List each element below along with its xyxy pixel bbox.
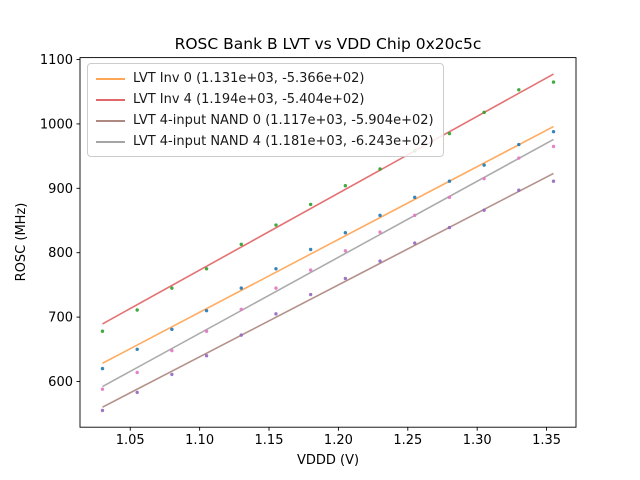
legend-entry: LVT Inv 4 (1.194e+03, -5.404e+02) xyxy=(96,89,434,110)
x-axis-label: VDDD (V) xyxy=(297,453,359,468)
y-tick-label: 1000 xyxy=(40,117,73,132)
axes-frame xyxy=(79,57,577,428)
data-point-series-0 xyxy=(239,286,243,290)
fit-line-0 xyxy=(102,125,554,364)
data-point-series-1 xyxy=(343,184,348,188)
legend-line-swatch xyxy=(96,119,125,122)
data-point-series-3 xyxy=(204,329,209,333)
data-point-series-2 xyxy=(204,354,209,358)
series-layer xyxy=(100,73,556,413)
legend-label: LVT 4-input NAND 0 (1.117e+03, -5.904e+0… xyxy=(133,113,434,128)
legend-line-swatch xyxy=(96,140,125,143)
data-point-series-3 xyxy=(413,213,417,218)
y-axis-label: ROSC (MHz) xyxy=(14,203,29,282)
data-point-series-2 xyxy=(170,372,174,377)
data-point-series-0 xyxy=(413,195,417,200)
data-point-series-0 xyxy=(204,308,209,313)
data-point-series-2 xyxy=(274,312,278,316)
legend-entry: LVT 4-input NAND 4 (1.181e+03, -6.243e+0… xyxy=(96,131,434,152)
fit-line-1 xyxy=(102,73,554,325)
axes-layer: 1.05 1.10 1.15 1.20 1.25 1.30 1.35 600 700 800 900… xyxy=(40,53,577,448)
data-point-series-1 xyxy=(378,167,382,171)
data-point-series-1 xyxy=(170,286,174,290)
legend: LVT Inv 0 (1.131e+03, -5.366e+02) LVT Inv… xyxy=(87,63,444,157)
y-tick-label: 800 xyxy=(48,246,73,261)
data-point-series-1 xyxy=(447,131,452,136)
data-point-series-2 xyxy=(135,390,139,395)
data-point-series-1 xyxy=(551,80,556,84)
data-point-series-3 xyxy=(239,307,243,312)
legend-entry: LVT 4-input NAND 0 (1.117e+03, -5.904e+0… xyxy=(96,110,434,131)
x-tick-label: 1.15 xyxy=(255,433,284,448)
fit-line-2 xyxy=(102,172,554,408)
y-tick-label: 900 xyxy=(48,182,73,197)
data-point-series-1 xyxy=(517,88,521,92)
data-point-series-3 xyxy=(378,230,382,234)
data-point-series-0 xyxy=(100,366,105,371)
legend-entry: LVT Inv 0 (1.131e+03, -5.366e+02) xyxy=(96,68,434,89)
data-point-series-2 xyxy=(413,241,417,245)
data-point-series-0 xyxy=(274,267,278,271)
data-point-series-0 xyxy=(308,247,313,252)
data-point-series-3 xyxy=(517,156,521,160)
data-point-series-0 xyxy=(551,129,556,134)
data-point-series-3 xyxy=(551,144,556,149)
data-point-series-0 xyxy=(378,213,382,218)
data-point-series-0 xyxy=(517,142,521,147)
x-tick-label: 1.10 xyxy=(185,433,214,448)
x-tick-label: 1.05 xyxy=(116,433,145,448)
x-tick-label: 1.35 xyxy=(532,433,561,448)
data-point-series-2 xyxy=(517,188,521,192)
y-tick-label: 600 xyxy=(48,375,73,390)
legend-label: LVT Inv 0 (1.131e+03, -5.366e+02) xyxy=(133,71,365,86)
data-point-series-3 xyxy=(482,176,486,181)
legend-label: LVT 4-input NAND 4 (1.181e+03, -6.243e+0… xyxy=(133,134,434,149)
data-point-series-2 xyxy=(378,259,382,263)
data-point-series-2 xyxy=(343,276,348,281)
data-point-series-3 xyxy=(170,348,174,353)
data-point-series-3 xyxy=(447,195,452,200)
data-point-series-2 xyxy=(551,179,556,183)
data-point-series-2 xyxy=(447,225,452,230)
data-point-series-3 xyxy=(274,286,278,290)
data-point-series-0 xyxy=(447,179,452,183)
fit-line-3 xyxy=(102,138,554,388)
data-point-series-1 xyxy=(274,223,278,227)
legend-line-swatch xyxy=(96,77,125,80)
x-tick-label: 1.30 xyxy=(463,433,492,448)
data-point-series-1 xyxy=(482,110,486,115)
data-point-series-2 xyxy=(239,333,243,337)
x-tick-label: 1.25 xyxy=(393,433,422,448)
data-point-series-1 xyxy=(204,267,209,271)
y-tick-label: 700 xyxy=(48,311,73,326)
y-tick-label: 1100 xyxy=(40,53,73,68)
data-point-series-0 xyxy=(482,163,486,167)
data-point-series-1 xyxy=(100,329,105,333)
data-point-series-3 xyxy=(135,370,139,375)
chart-title: ROSC Bank B LVT vs VDD Chip 0x20c5c xyxy=(175,35,482,53)
data-point-series-3 xyxy=(343,249,348,253)
data-point-series-2 xyxy=(308,292,313,297)
data-point-series-1 xyxy=(239,242,243,247)
data-point-series-3 xyxy=(100,387,105,391)
legend-label: LVT Inv 4 (1.194e+03, -5.404e+02) xyxy=(133,92,365,107)
data-point-series-0 xyxy=(343,231,348,235)
data-point-series-0 xyxy=(135,347,139,351)
data-point-series-0 xyxy=(170,327,174,332)
data-point-series-2 xyxy=(482,208,486,212)
data-point-series-3 xyxy=(308,268,313,272)
x-tick-label: 1.20 xyxy=(324,433,353,448)
data-point-series-1 xyxy=(135,308,139,312)
data-point-series-1 xyxy=(308,202,313,207)
data-point-series-2 xyxy=(100,408,105,413)
legend-line-swatch xyxy=(96,98,125,101)
